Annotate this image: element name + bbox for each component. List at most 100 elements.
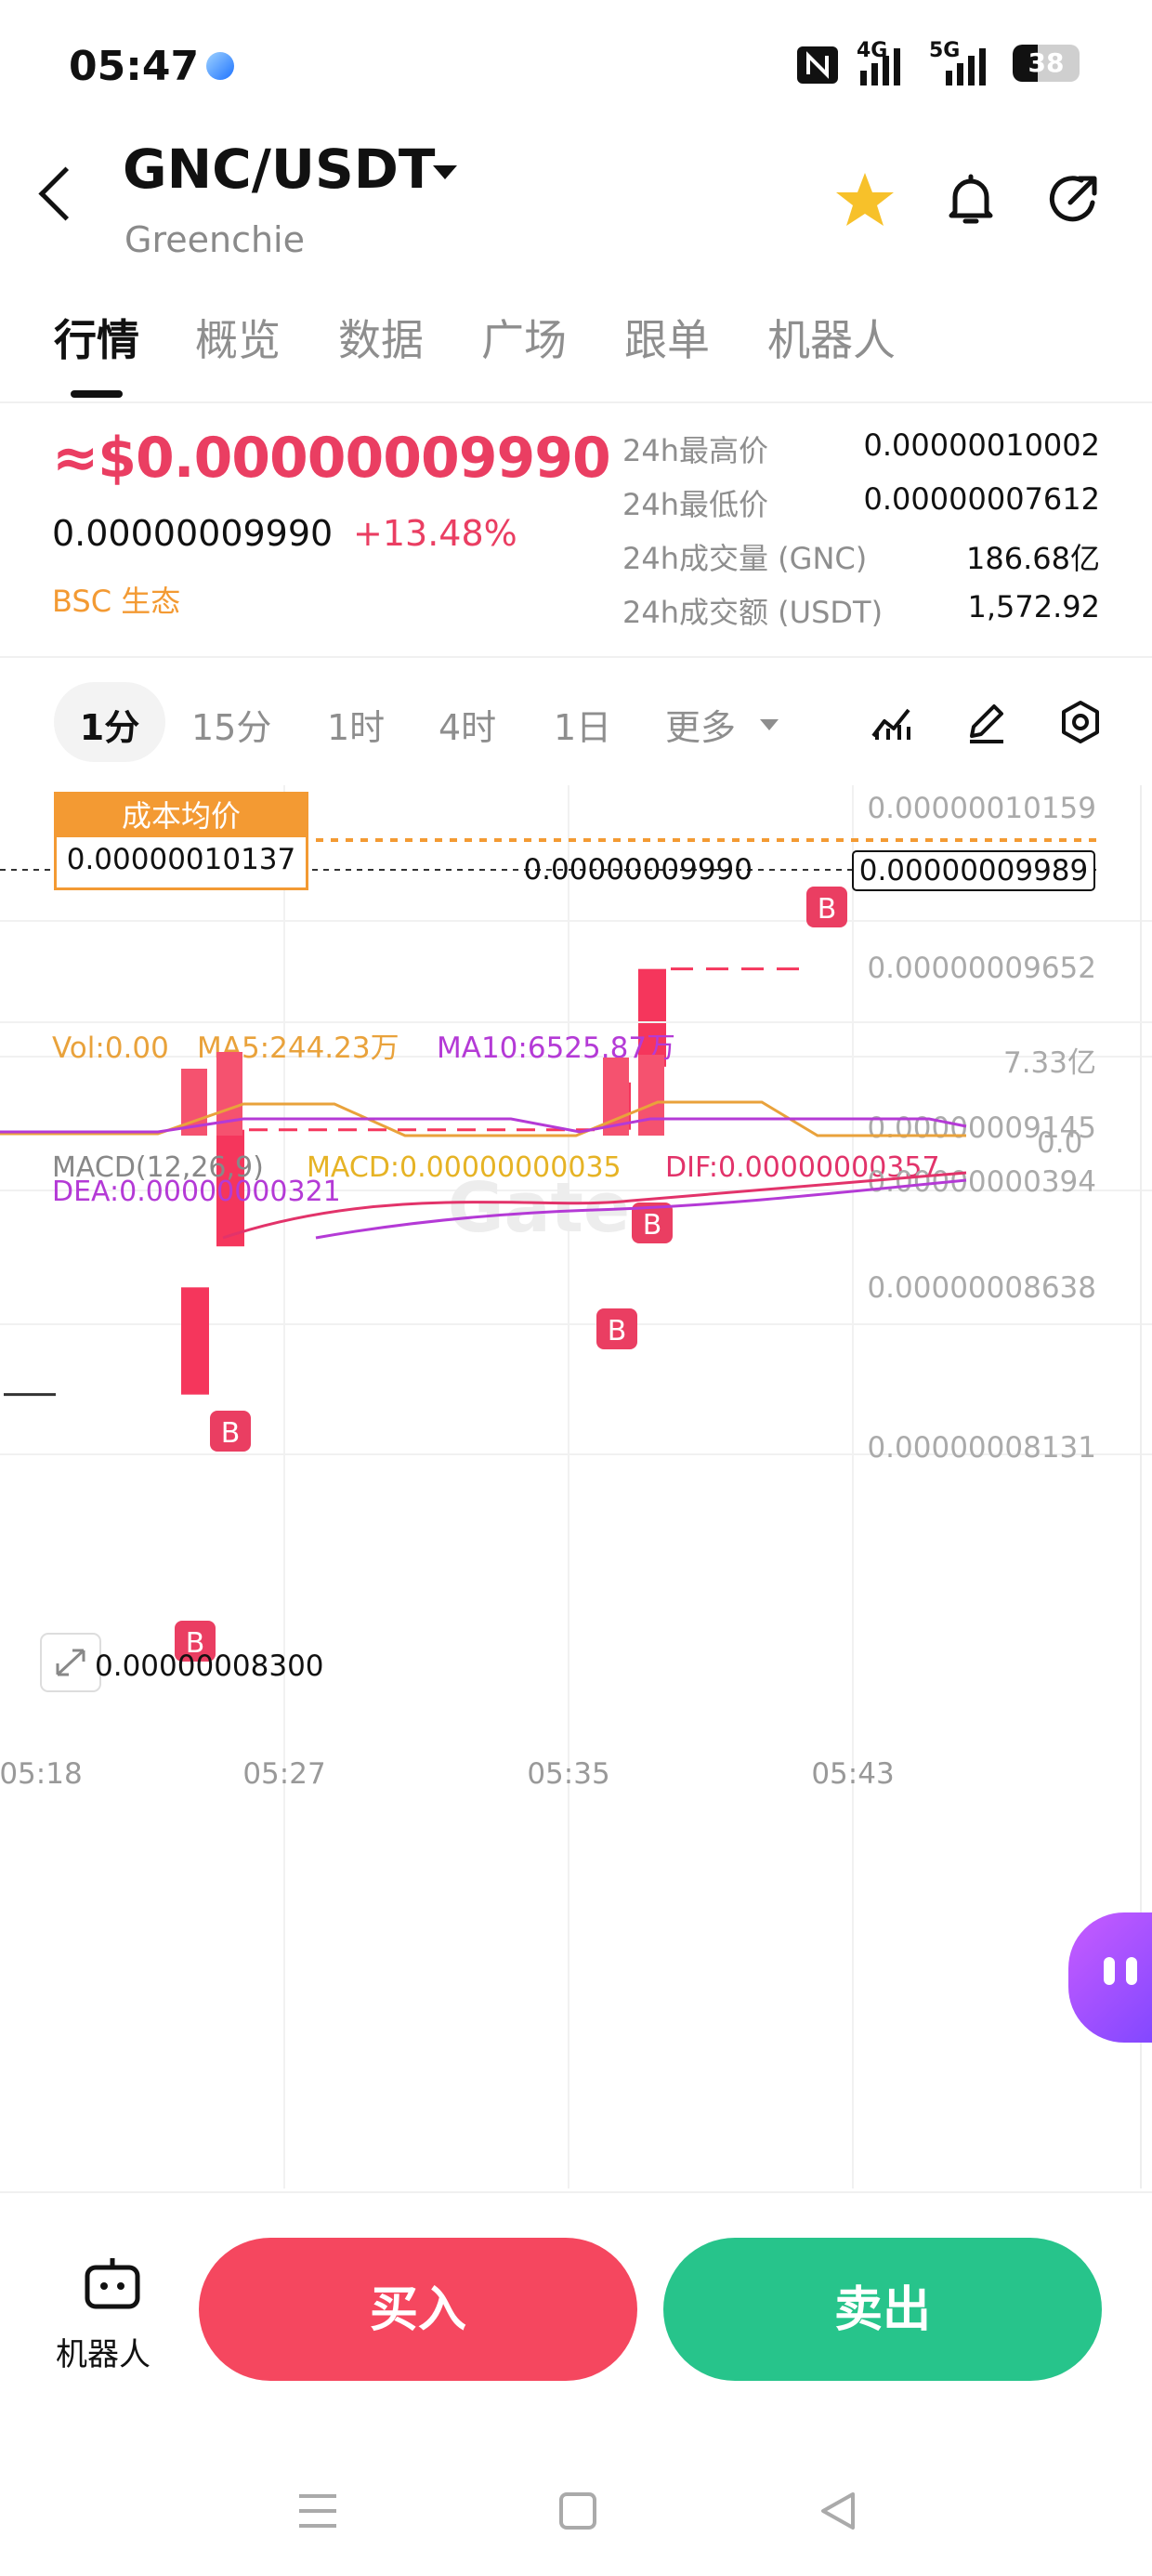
- x-tick-label: 05:43: [811, 1757, 894, 1791]
- y-tick-label: 0.00000008131: [867, 1431, 1096, 1465]
- ma10-line: [0, 1117, 967, 1134]
- back-nav-icon[interactable]: [818, 2491, 858, 2531]
- usd-price: ≈$0.00000009990: [52, 426, 611, 491]
- draw-pencil-icon[interactable]: [962, 699, 1009, 745]
- tab-overview[interactable]: 概览: [195, 315, 281, 365]
- low-price-label: 0.00000008300: [95, 1649, 324, 1683]
- buy-marker: [596, 1308, 637, 1349]
- indicator-icon[interactable]: [868, 699, 914, 745]
- vol-max-label: 7.33亿: [1003, 1046, 1096, 1080]
- stat-volume-label: 24h成交量 (GNC): [622, 541, 868, 576]
- token-name: Greenchie: [124, 219, 305, 260]
- more-caret-icon[interactable]: [760, 719, 779, 730]
- bot-eye: [1104, 1957, 1115, 1985]
- interval-more[interactable]: 更多: [665, 707, 737, 748]
- stat-turnover-value: 1,572.92: [967, 589, 1101, 624]
- battery-icon: 38: [1013, 45, 1080, 82]
- assistant-bot-bubble[interactable]: [1068, 1912, 1152, 2043]
- y-tick-label: 0.00000009145: [867, 1111, 1096, 1145]
- dea-value: DEA:0.00000000321: [52, 1176, 341, 1208]
- vol-label: Vol:0.00: [52, 1032, 169, 1065]
- macd-panel: MACD(12,26,9) MACD:0.00000000035 DIF:0.000…: [52, 1151, 1096, 1240]
- signal-icon-1: [860, 48, 900, 85]
- stat-high-value: 0.00000010002: [863, 427, 1100, 463]
- buy-marker: [632, 1203, 673, 1243]
- interval-4h[interactable]: 4时: [439, 707, 497, 748]
- candles: B B B B B 0.00000009990 0.00000009989 0.0000000…: [4, 850, 1095, 1692]
- ecosystem-badge[interactable]: BSC 生态: [52, 584, 181, 619]
- interval-1h[interactable]: 1时: [327, 707, 386, 748]
- stat-low-label: 24h最低价: [622, 487, 769, 522]
- cost-average-tag[interactable]: 成本均价 0.00000010137: [54, 792, 308, 890]
- buy-marker-label: B: [186, 1627, 205, 1660]
- interval-1d[interactable]: 1日: [554, 707, 612, 748]
- settings-hex-icon[interactable]: [1057, 699, 1104, 745]
- network-4g-label: 4G: [857, 39, 888, 62]
- share-icon[interactable]: [1041, 167, 1106, 232]
- menu-nav-icon[interactable]: [295, 2491, 340, 2531]
- ma10-label: MA10:6525.87万: [437, 1032, 675, 1065]
- macd-value: MACD:0.00000000035: [307, 1151, 622, 1184]
- buy-marker-label: B: [818, 893, 837, 926]
- dif-line: [222, 1171, 967, 1240]
- stat-low-value: 0.00000007612: [863, 481, 1100, 517]
- buy-button[interactable]: 买入: [199, 2238, 637, 2381]
- bell-icon[interactable]: [938, 167, 1003, 232]
- robot-icon[interactable]: [82, 2253, 143, 2312]
- sell-button[interactable]: 卖出: [663, 2238, 1102, 2381]
- y-axis-labels: 0.00000010159 0.00000009652 0.00000009145 0…: [867, 792, 1096, 1465]
- bot-eye: [1126, 1957, 1137, 1985]
- x-tick-label: 05:27: [242, 1757, 325, 1791]
- price-change: +13.48%: [353, 513, 517, 554]
- last-price: 0.00000009990: [52, 513, 334, 554]
- macd-title: MACD(12,26,9): [52, 1151, 264, 1184]
- dea-line: [315, 1178, 967, 1240]
- last-price-label: 0.00000009990: [523, 853, 753, 887]
- interval-1m[interactable]: 1分: [79, 707, 140, 748]
- volume-bar: [638, 1055, 664, 1136]
- tab-data[interactable]: 数据: [338, 315, 424, 365]
- candle: [216, 1129, 244, 1247]
- signal-icon-2: [946, 48, 986, 85]
- home-nav-icon[interactable]: [557, 2491, 598, 2531]
- buy-marker-label: B: [608, 1315, 627, 1347]
- network-5g-label: 5G: [929, 39, 961, 62]
- back-icon[interactable]: [38, 166, 93, 221]
- battery-level: 38: [1028, 47, 1065, 78]
- candle: [638, 968, 666, 1067]
- stat-volume-value: 186.68亿: [966, 541, 1100, 576]
- active-tab-indicator: [71, 390, 123, 398]
- y-tick-label: 0.00000008638: [867, 1271, 1096, 1305]
- last-price-tag-box: [852, 850, 1095, 891]
- y-tick-label: 0.00000010159: [867, 792, 1096, 825]
- stat-high-label: 24h最高价: [622, 433, 769, 468]
- tab-copy-trade[interactable]: 跟单: [624, 315, 710, 365]
- interval-active-bg: [54, 682, 165, 762]
- divider: [0, 2191, 1152, 2193]
- last-price-tag: 0.00000009989: [859, 854, 1089, 887]
- divider: [0, 401, 1152, 403]
- buy-marker: [210, 1411, 251, 1452]
- tab-market[interactable]: 行情: [54, 315, 139, 365]
- stat-turnover-label: 24h成交额 (USDT): [622, 595, 884, 630]
- buy-marker-label: B: [643, 1209, 662, 1242]
- pair-dropdown-icon[interactable]: [433, 165, 457, 179]
- buy-marker: [806, 887, 847, 927]
- chart-grid: [0, 785, 1152, 2188]
- tab-bots[interactable]: 机器人: [767, 315, 896, 365]
- y-tick-label: 0.00000009652: [867, 952, 1096, 985]
- pair-title[interactable]: GNC/USDT: [123, 138, 436, 201]
- favorite-star-icon[interactable]: [832, 167, 897, 232]
- divider: [0, 656, 1152, 658]
- expand-arrows: [56, 1649, 85, 1676]
- buy-marker-label: B: [221, 1417, 241, 1450]
- buy-marker: [175, 1621, 216, 1662]
- interval-15m[interactable]: 15分: [191, 707, 272, 748]
- tab-square[interactable]: 广场: [481, 315, 567, 365]
- nfc-icon: [797, 46, 838, 84]
- x-tick-label: 05:18: [0, 1757, 83, 1791]
- x-axis-labels: 05:18 05:27 05:35 05:43: [0, 1757, 895, 1791]
- robot-label[interactable]: 机器人: [56, 2336, 151, 2373]
